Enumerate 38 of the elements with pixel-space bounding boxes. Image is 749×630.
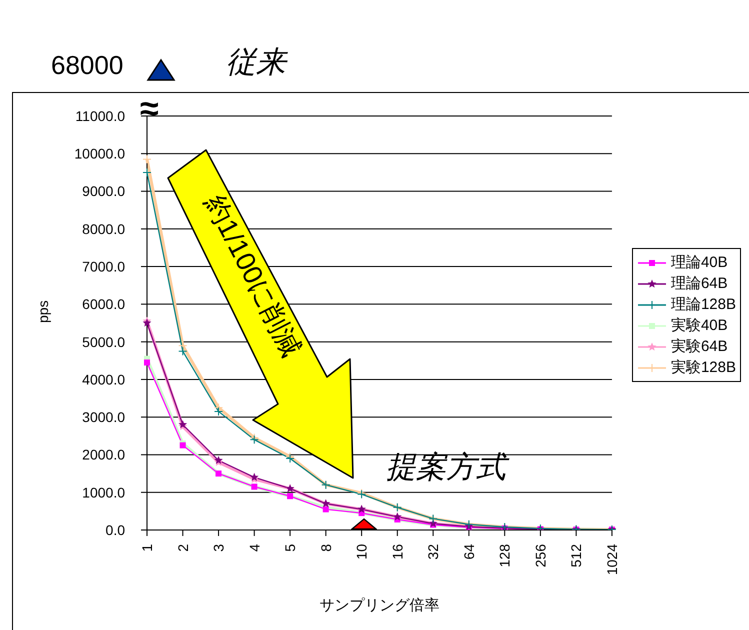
x-tick-label: 512 [568,544,584,568]
y-tick-label: 9000.0 [82,183,126,200]
legend-label: 実験40B [670,316,728,336]
y-tick-label: 8000.0 [82,220,126,237]
legend-label: 理論64B [670,274,728,294]
text: 従来 [226,46,286,79]
y-tick-label: 0.0 [106,522,126,538]
x-tick-label: 1 [139,544,155,552]
y-tick-label: 5000.0 [82,334,126,350]
x-axis-title: サンプリング倍率 [319,597,440,614]
legend-label: 理論40B [670,253,728,273]
legend-label: 実験64B [670,337,728,357]
y-tick-label: 2000.0 [82,446,126,463]
y-tick-label: 10000.0 [74,146,126,162]
x-tick-label: 32 [425,544,442,560]
y-tick-label: 6000.0 [82,296,126,312]
legend-label: 実験128B [670,358,736,378]
x-tick-label: 2 [174,544,191,552]
x-tick-label: 1024 [604,544,620,576]
annotation: ≈ [140,90,159,128]
annotation: 約1/100に削減 [198,190,308,364]
x-tick-label: 4 [246,544,262,552]
x-tick-label: 5 [282,544,298,552]
x-tick-label: 8 [318,544,334,552]
y-tick-label: 4000.0 [82,371,126,388]
y-tick-label: 11000.0 [75,108,126,124]
x-tick-label: 256 [532,544,548,568]
legend-label: 理論128B [670,295,736,315]
x-tick-label: 3 [210,544,227,552]
text: 68000 [51,50,124,80]
y-tick-label: 3000.0 [82,409,126,426]
x-tick-label: 10 [354,544,370,560]
x-tick-label: 16 [389,544,406,560]
x-tick-label: 128 [496,544,513,568]
y-tick-label: 7000.0 [82,258,126,275]
y-tick-label: 1000.0 [82,484,126,500]
x-tick-label: 64 [460,544,477,560]
y-axis-title: pps [34,300,51,323]
